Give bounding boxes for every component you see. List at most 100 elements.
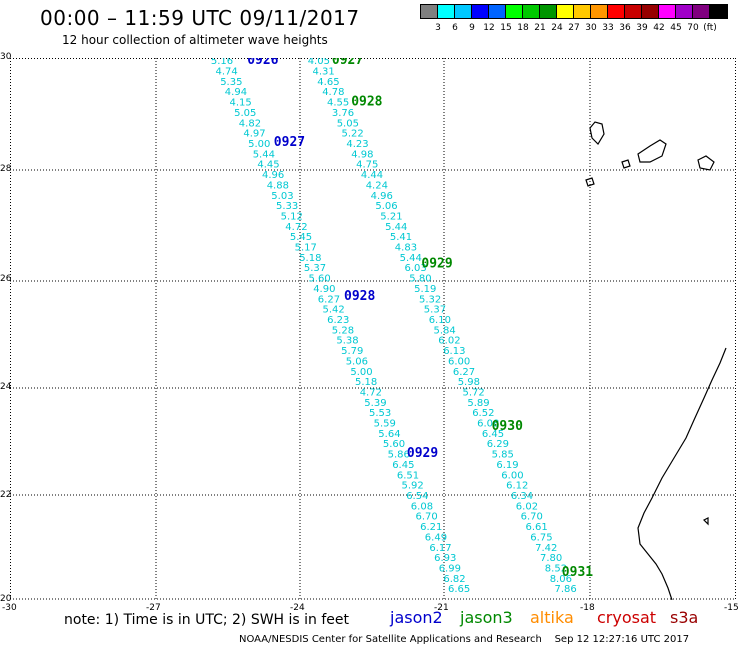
color-scale-label: 21 [534,23,546,33]
wave-height-value: 6.52 [472,408,494,419]
wave-height-value: 6.03 [405,263,427,274]
island-la-gomera [621,159,631,169]
wave-height-value: 4.98 [351,149,373,160]
wave-height-value: 6.12 [506,481,528,492]
wave-height-value: 6.02 [438,336,460,347]
wave-height-value: 5.00 [248,139,270,150]
wave-height-value: 4.83 [395,243,417,254]
wave-height-value: 4.15 [230,98,252,109]
wave-height-value: 5.33 [276,201,298,212]
wave-height-value: 4.82 [239,118,261,129]
lat-label-20: 20 [0,594,12,604]
wave-height-value: 5.18 [355,377,377,388]
pass-time-label: 0927 [274,135,305,150]
color-scale-label: 45 [670,23,682,33]
wave-height-value: 5.17 [295,243,317,254]
wave-height-value: 6.75 [530,532,552,543]
pass-time-label: 0927 [332,58,363,68]
wave-height-value: 5.06 [346,356,368,367]
wave-height-value: 5.86 [388,450,410,461]
wave-height-value: 6.13 [443,346,465,357]
wave-height-value: 4.65 [317,77,339,88]
wave-height-value: 5.35 [220,77,242,88]
wave-height-value: 5.92 [402,481,424,492]
wave-height-value: 5.05 [234,108,256,119]
wave-height-value: 3.76 [332,108,354,119]
lon-label-m27: -27 [146,603,161,613]
wave-height-value: 5.85 [492,450,514,461]
wave-height-value: 5.89 [467,398,489,409]
footer-credit: NOAA/NESDIS Center for Satellite Applica… [239,634,689,645]
lon-label-m24: -24 [290,603,305,613]
wave-height-value: 4.74 [216,67,238,78]
footer-org: NOAA/NESDIS Center for Satellite Applica… [239,634,542,645]
wave-height-value: 6.65 [448,584,470,595]
wave-height-value: 6.08 [411,501,433,512]
wave-height-value: 8.52 [545,564,567,575]
color-scale-label: 36 [619,23,631,33]
wave-height-value: 6.02 [516,501,538,512]
wave-height-value: 7.42 [535,543,557,554]
wave-height-value: 4.72 [360,388,382,399]
pass-time-label: 0929 [407,446,438,461]
wave-height-value: 5.05 [337,118,359,129]
wave-height-value: 6.19 [496,460,518,471]
wave-height-value: 6.00 [448,356,470,367]
wave-height-value: 5.53 [369,408,391,419]
lat-label-30: 30 [0,52,12,62]
color-scale-label: 70 [687,23,699,33]
wave-height-value: 6.70 [521,512,543,523]
legend-jason3: jason3 [460,608,513,627]
wave-height-value: 4.05 [308,58,330,67]
wave-height-value: 5.39 [364,398,386,409]
wave-height-value: 5.72 [463,388,485,399]
wave-height-value: 5.42 [323,305,345,316]
altimeter-tracks: 5.164.745.354.944.155.054.824.975.005.44… [211,58,577,595]
lat-label-28: 28 [0,164,12,174]
color-scale-label: 42 [653,23,665,33]
pass-time-label: 0926 [247,58,278,68]
wave-height-value: 4.72 [285,222,307,233]
color-scale-label: 30 [585,23,597,33]
wave-height-value: 5.44 [385,222,407,233]
wave-height-value: 4.97 [243,129,265,140]
wave-height-value: 6.61 [526,522,548,533]
wave-height-value: 4.75 [356,160,378,171]
color-scale-label: 9 [469,23,475,33]
wave-height-value: 5.28 [332,325,354,336]
wave-height-value: 6.10 [429,315,451,326]
color-scale-label: 33 [602,23,614,33]
wave-height-value: 6.17 [429,543,451,554]
legend-cryosat: cryosat [597,608,657,627]
wave-height-value: 5.38 [336,336,358,347]
wave-height-value: 5.60 [309,274,331,285]
color-swatch [709,4,728,19]
pass-time-label: 0931 [562,565,593,580]
wave-height-value: 8.06 [550,574,572,585]
wave-height-value: 6.45 [392,460,414,471]
color-scale-label: (ft) [703,23,717,33]
wave-height-value: 7.80 [540,553,562,564]
wave-height-value: 4.78 [322,87,344,98]
wave-height-value: 4.44 [361,170,383,181]
wave-height-value: 5.79 [341,346,363,357]
lat-label-24: 24 [0,382,12,392]
wave-height-value: 5.19 [414,284,436,295]
lat-label-26: 26 [0,274,12,284]
wave-height-value: 4.96 [262,170,284,181]
wave-height-value: 4.94 [225,87,247,98]
wave-height-value: 5.41 [390,232,412,243]
wave-height-value: 6.29 [487,439,509,450]
lat-label-22: 22 [0,490,12,500]
wave-height-value: 5.59 [374,419,396,430]
wave-height-value: 6.51 [397,470,419,481]
small-island [702,517,709,526]
wave-height-value: 5.12 [281,212,303,223]
wave-height-value: 5.98 [458,377,480,388]
wave-height-value: 5.84 [434,325,456,336]
wave-height-value: 5.80 [409,274,431,285]
wave-height-value: 6.49 [425,532,447,543]
wave-height-value: 5.00 [350,367,372,378]
wave-height-value: 4.23 [346,139,368,150]
wave-height-value: 4.55 [327,98,349,109]
